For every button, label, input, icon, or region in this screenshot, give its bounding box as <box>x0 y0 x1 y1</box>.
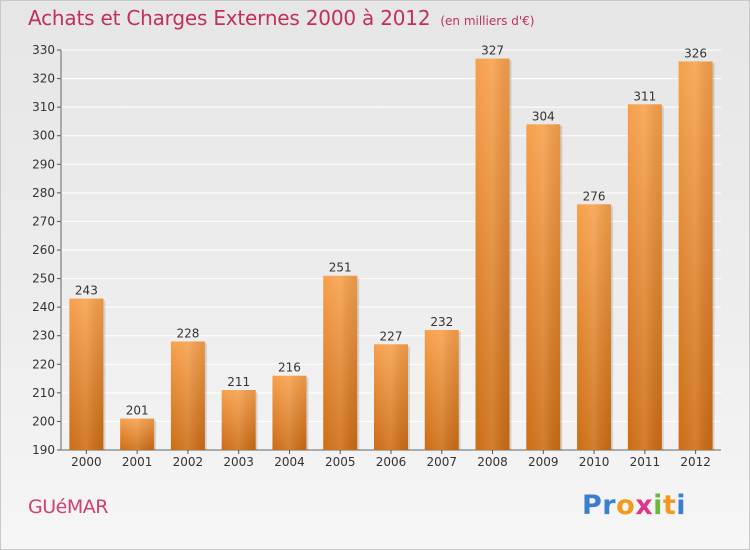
bar-highlight <box>475 58 510 450</box>
value-labels: 243 201 228 211 216 251 227 232 327 304 276 311 326 <box>75 44 707 418</box>
x-tick-label: 2006 <box>376 455 407 469</box>
x-tick-label: 2010 <box>579 455 610 469</box>
axes: 190 200 210 220 230 240 250 260 270 280 290 300 310 3… <box>32 43 721 469</box>
value-label: 243 <box>75 284 98 298</box>
logo-letter: i <box>653 490 663 521</box>
y-tick-label: 290 <box>32 157 55 171</box>
bars <box>69 58 715 451</box>
unit-label: (en milliers d'€) <box>440 14 535 28</box>
y-tick-label: 260 <box>32 243 55 257</box>
commune-name: GUéMAR <box>28 496 108 518</box>
bar-highlight <box>678 61 713 451</box>
bar-highlight <box>221 390 256 450</box>
value-label: 227 <box>380 329 403 343</box>
y-tick-label: 230 <box>32 329 55 343</box>
x-tick-label: 2007 <box>426 455 457 469</box>
y-tick-label: 190 <box>32 443 55 457</box>
bar-highlight <box>374 344 408 450</box>
value-label: 304 <box>532 109 555 123</box>
x-tick-label: 2003 <box>223 455 254 469</box>
value-label: 276 <box>583 189 606 203</box>
bar-highlight <box>424 330 459 450</box>
bar-highlight <box>170 341 205 450</box>
logo-letter: i <box>676 490 687 521</box>
x-tick-label: 2011 <box>630 455 661 469</box>
title-text: Achats et Charges Externes 2000 à 2012 <box>28 6 431 30</box>
proxiti-logo: Proxiti <box>582 490 686 521</box>
chart-title: Achats et Charges Externes 2000 à 2012 (e… <box>28 6 534 30</box>
y-tick-label: 330 <box>32 43 55 57</box>
logo-letter: o <box>616 490 636 521</box>
value-label: 326 <box>684 46 707 60</box>
bar-highlight <box>120 418 155 450</box>
y-tick-label: 300 <box>32 129 55 143</box>
value-label: 327 <box>481 44 504 58</box>
y-tick-label: 210 <box>32 386 55 400</box>
y-tick-label: 200 <box>32 414 55 428</box>
y-tick-label: 240 <box>32 300 55 314</box>
x-tick-label: 2009 <box>528 455 559 469</box>
y-tick-label: 220 <box>32 357 55 371</box>
logo-letter: P <box>582 490 603 521</box>
bar-highlight <box>323 275 358 450</box>
value-label: 201 <box>126 404 149 418</box>
x-tick-label: 2012 <box>680 455 711 469</box>
x-tick-label: 2002 <box>173 455 204 469</box>
y-tick-label: 270 <box>32 214 55 228</box>
value-label: 232 <box>430 315 453 329</box>
value-label: 228 <box>176 326 199 340</box>
y-tick-label: 280 <box>32 186 55 200</box>
y-tick-label: 310 <box>32 100 55 114</box>
value-label: 251 <box>329 261 352 275</box>
bar-highlight <box>526 124 561 451</box>
bar-highlight <box>577 204 612 450</box>
x-tick-label: 2005 <box>325 455 356 469</box>
bar-highlight <box>627 104 662 451</box>
logo-letter: r <box>602 490 617 521</box>
value-label: 311 <box>633 89 656 103</box>
logo-letter: x <box>635 490 654 521</box>
y-tick-label: 250 <box>32 272 55 286</box>
y-tick-label: 320 <box>32 72 55 86</box>
x-tick-label: 2004 <box>274 455 305 469</box>
bar-highlight <box>272 375 307 450</box>
x-tick-label: 2001 <box>122 455 153 469</box>
bar-highlight <box>69 298 104 450</box>
logo-letter: t <box>662 490 677 521</box>
value-label: 216 <box>278 361 301 375</box>
x-tick-label: 2000 <box>71 455 102 469</box>
value-label: 211 <box>227 375 250 389</box>
x-tick-label: 2008 <box>477 455 508 469</box>
